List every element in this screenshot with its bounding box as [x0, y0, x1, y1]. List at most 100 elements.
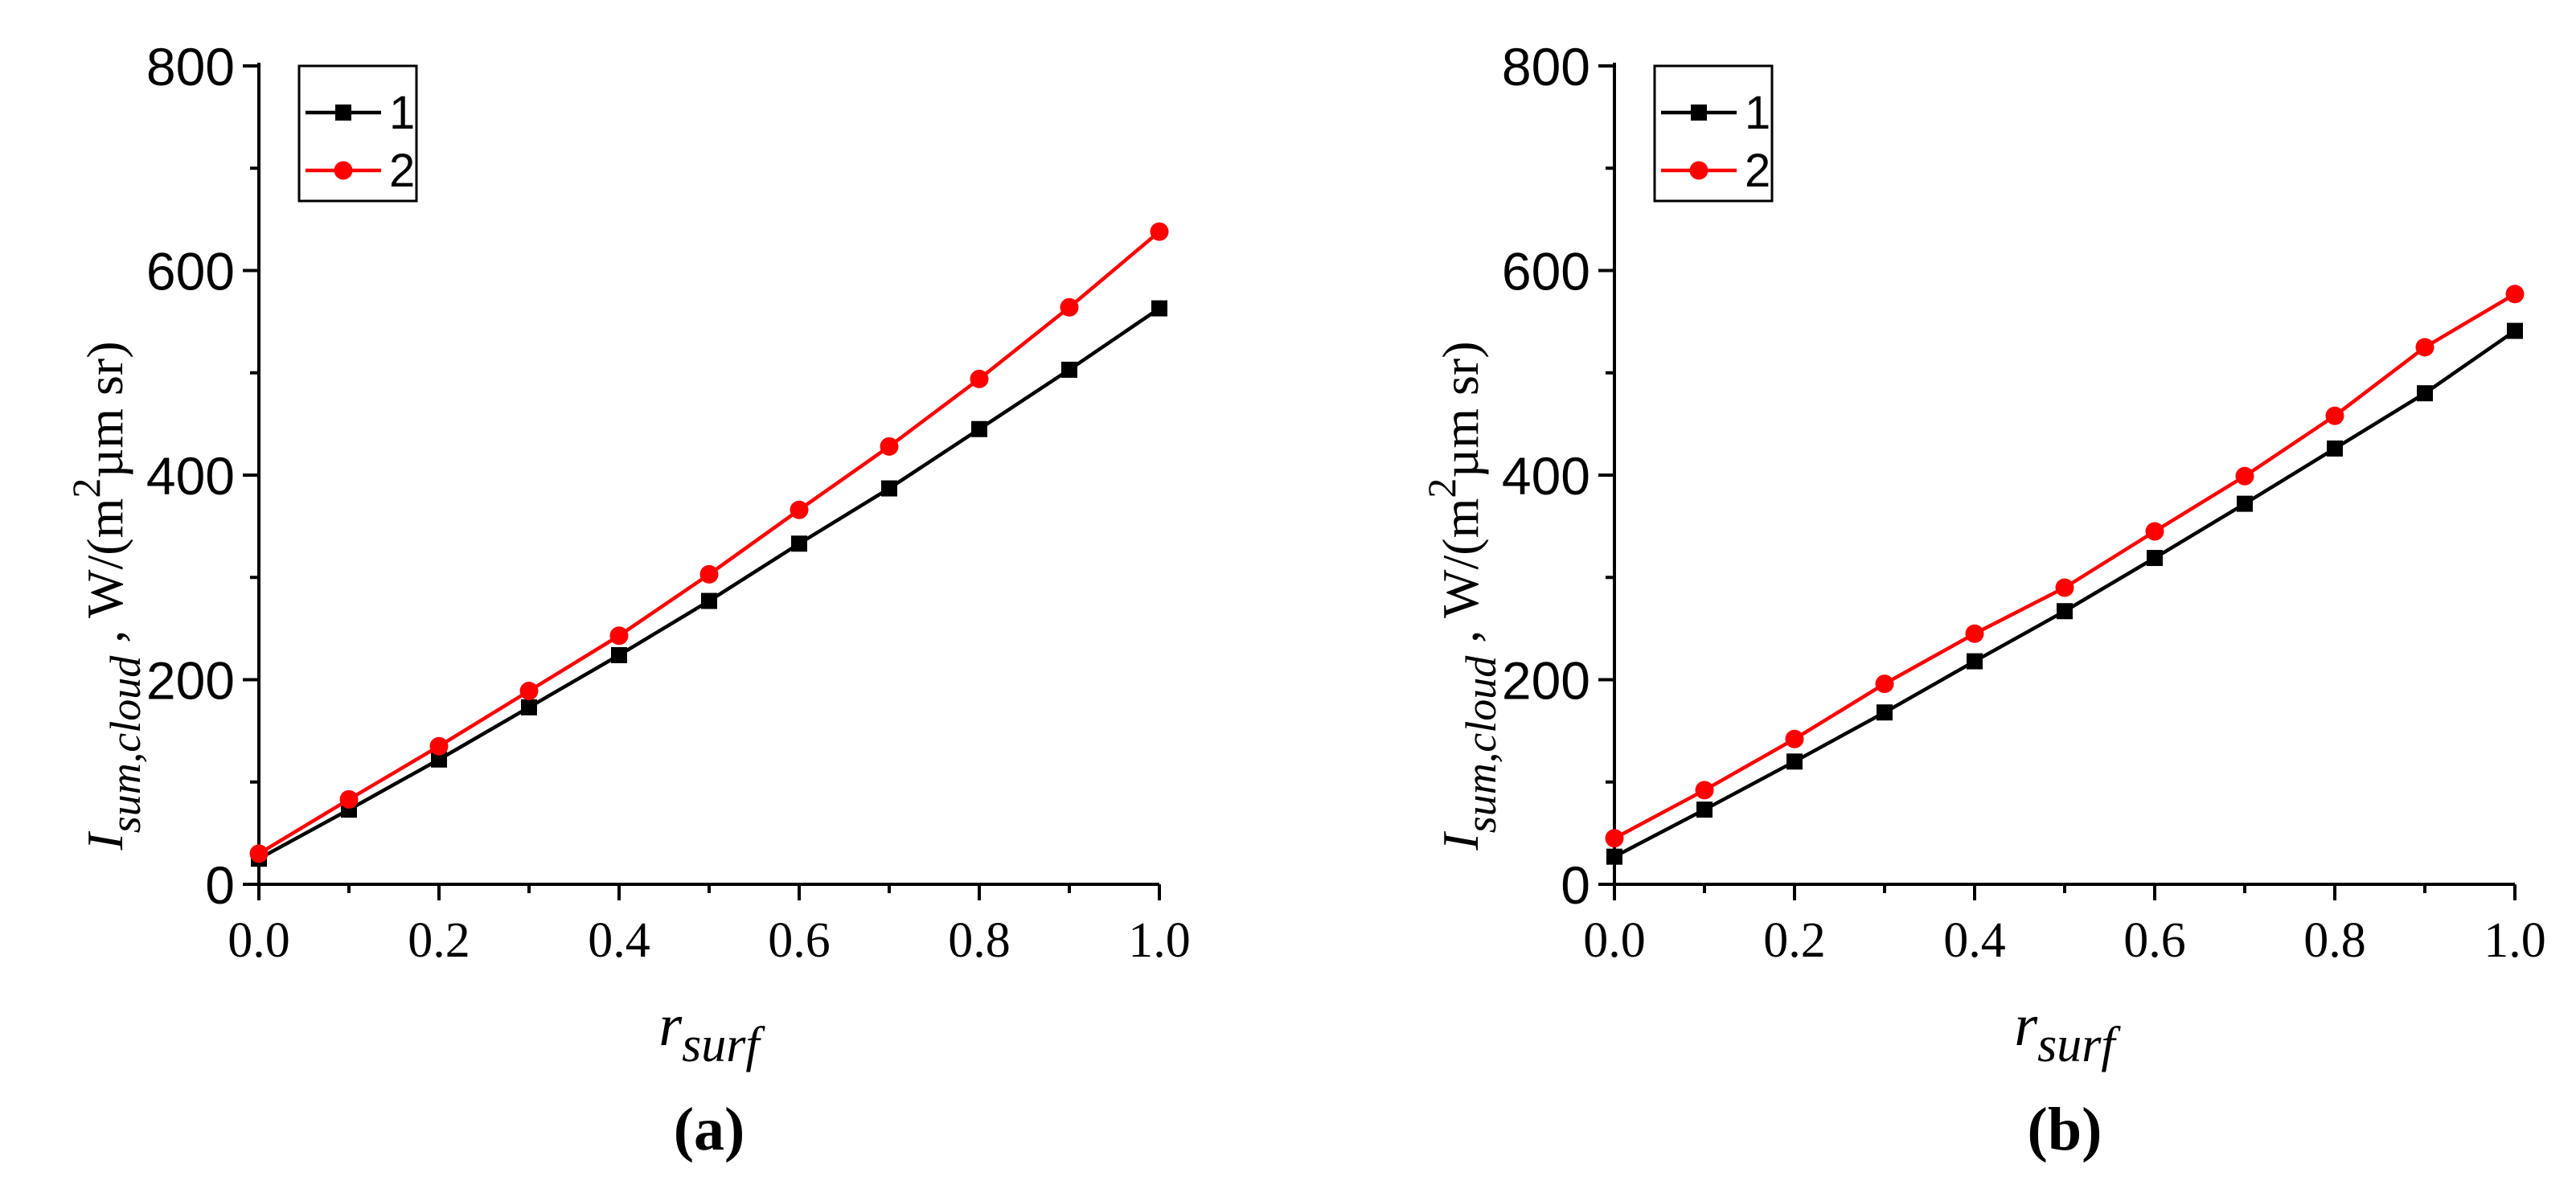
- panel-a-x-axis-title: rsurf: [658, 993, 765, 1072]
- panel-a-x-title-main: r: [658, 993, 683, 1059]
- panel-a-series-2-point: [609, 626, 629, 646]
- panel-a-series-1-point: [971, 420, 987, 437]
- panel-a-series-2-point: [880, 437, 899, 456]
- panel-b-y-title-unit: , W/(m: [1432, 498, 1489, 656]
- panel-b-y-title-main: I: [1432, 831, 1489, 851]
- panel-a-series-2-point: [429, 736, 449, 756]
- panel-a-y-axis-title: Isum,cloud , W/(m2µm sr): [64, 341, 150, 851]
- panel-b-series-1-point: [2417, 385, 2433, 402]
- panel-a-x-tick-label: 0.0: [228, 913, 290, 968]
- panel-a-series-2-point: [970, 369, 989, 388]
- panel-b-series-2-point: [1875, 674, 1894, 694]
- panel-b-series-2-point: [2055, 578, 2074, 597]
- panel-b-y-tick-label: 200: [1502, 651, 1590, 711]
- panel-a-legend-box: [297, 64, 418, 203]
- panel-b-panel-label: (b): [2028, 1096, 2102, 1163]
- panel-b-series-1-point: [1606, 848, 1622, 865]
- panel-a-series-1-point: [521, 699, 537, 715]
- panel-b-y-title-sup: 2: [1419, 478, 1464, 498]
- panel-a-series-2-point: [249, 844, 269, 863]
- panel-a-y-tick-label: 800: [146, 37, 235, 96]
- panel-a-x-tick-label: 0.8: [948, 913, 1011, 968]
- panel-a-y-title-unit-end: µm sr): [76, 341, 133, 478]
- panel-b-series-1-point: [1696, 801, 1713, 818]
- panel-a-series-2-point: [339, 789, 359, 809]
- panel-a-y-title-unit: , W/(m: [76, 498, 133, 656]
- panel-b-series-2-point: [1965, 624, 1984, 643]
- panel-b-series-2-point: [1695, 781, 1714, 800]
- panel-a-y-title-sub: sum,cloud: [101, 655, 150, 833]
- panel-a-y-tick-label: 0: [205, 855, 235, 915]
- panel-a-panel-label: (a): [674, 1096, 745, 1163]
- panel-b-series-2-point: [1605, 829, 1624, 848]
- panel-a-series-2-line: [257, 230, 1161, 855]
- panel-b-series-1-point: [1967, 653, 1983, 670]
- panel-b-legend-label-1: 1: [1745, 87, 1770, 139]
- panel-a-legend-marker-1: [335, 105, 351, 121]
- panel-b-y-title-unit-end: µm sr): [1432, 341, 1489, 478]
- panel-b-x-tick-label: 0.2: [1763, 913, 1826, 968]
- panel-b-x-axis-title: rsurf: [2014, 993, 2121, 1072]
- panel-a-y-tick-label: 600: [146, 242, 235, 301]
- panel-a-series-1-point: [611, 646, 627, 663]
- panel-a-series-1-point: [791, 535, 807, 552]
- panel-b-series-2-line: [1613, 292, 2517, 840]
- panel-a-legend: 12: [297, 64, 418, 203]
- panel-a-series-1-point: [1061, 361, 1077, 378]
- panel-b-series-2-point: [1785, 729, 1804, 748]
- panel-b-series-2-point: [2145, 522, 2164, 541]
- panel-b-x-title-main: r: [2014, 993, 2038, 1059]
- panel-b-x-tick-label: 1.0: [2484, 913, 2546, 968]
- panel-b-y-tick-label: 400: [1502, 446, 1590, 506]
- panel-b-legend-box: [1653, 64, 1774, 203]
- panel-b-series-1-point: [2327, 440, 2343, 457]
- panel-b-y-axis-title: Isum,cloud , W/(m2µm sr): [1419, 341, 1505, 851]
- panel-b-x-tick-label: 0.0: [1583, 913, 1646, 968]
- panel-a-legend-label-2: 2: [389, 145, 415, 197]
- panel-a-y-tick-label: 200: [146, 651, 235, 711]
- panel-a-x-tick-label: 0.4: [588, 913, 650, 968]
- panel-b-x-tick-label: 0.8: [2303, 913, 2366, 968]
- panel-a-x-title-sub: surf: [682, 1018, 765, 1072]
- panel-b-y-tick-label: 800: [1502, 37, 1590, 96]
- panel-a-series-1-point: [701, 592, 717, 609]
- panel-a-x-tick-label: 0.2: [408, 913, 470, 968]
- panel-b-legend-label-2: 2: [1745, 145, 1770, 197]
- panel-a-legend-label-1: 1: [389, 87, 415, 139]
- panel-b-legend-marker-1: [1691, 105, 1707, 121]
- panel-b-y-tick-label: 0: [1561, 855, 1590, 915]
- panel-b-series-1-point: [1877, 704, 1893, 721]
- panel-b-series-2-point: [2505, 285, 2525, 304]
- panel-a-series-2-point: [519, 681, 539, 700]
- panel-a-x-tick-label: 0.6: [768, 913, 831, 968]
- panel-b-series-1-point: [2147, 550, 2163, 567]
- panel-b-series-1-point: [2507, 322, 2523, 339]
- panel-a-y-title-sup: 2: [64, 478, 109, 498]
- panel-b-x-tick-label: 0.4: [1943, 913, 2006, 968]
- panel-a-series-1-point: [431, 751, 447, 768]
- panel-b-x-tick-label: 0.6: [2123, 913, 2186, 968]
- panel-a-x-tick-label: 1.0: [1128, 913, 1191, 968]
- panel-b-series-2-point: [2415, 338, 2434, 357]
- panel-a-series-2-point: [1150, 222, 1169, 241]
- panel-b-series-1-point: [2057, 603, 2073, 620]
- panel-a-series-2-point: [699, 564, 719, 584]
- panel-a-series-1-point: [881, 480, 897, 497]
- panel-b-x-title-sub: surf: [2037, 1018, 2121, 1072]
- panel-b-y-title-sub: sum,cloud: [1457, 655, 1505, 833]
- panel-b-series-1-point: [2237, 495, 2253, 512]
- panel-b-y-tick-label: 600: [1502, 242, 1590, 301]
- panel-b-legend: 12: [1653, 64, 1774, 203]
- panel-a-y-tick-label: 400: [146, 446, 235, 506]
- panel-b-series-2-point: [2325, 406, 2344, 425]
- panel-a-series-2-point: [790, 500, 809, 519]
- panel-a-legend-marker-2: [334, 161, 353, 180]
- panel-b-legend-marker-2: [1689, 161, 1708, 180]
- panel-a-y-title-main: I: [76, 831, 133, 851]
- panel-a-series-1-point: [1151, 300, 1167, 317]
- panel-b-series-2-point: [2235, 466, 2254, 486]
- panel-a-series-2-point: [1060, 297, 1079, 317]
